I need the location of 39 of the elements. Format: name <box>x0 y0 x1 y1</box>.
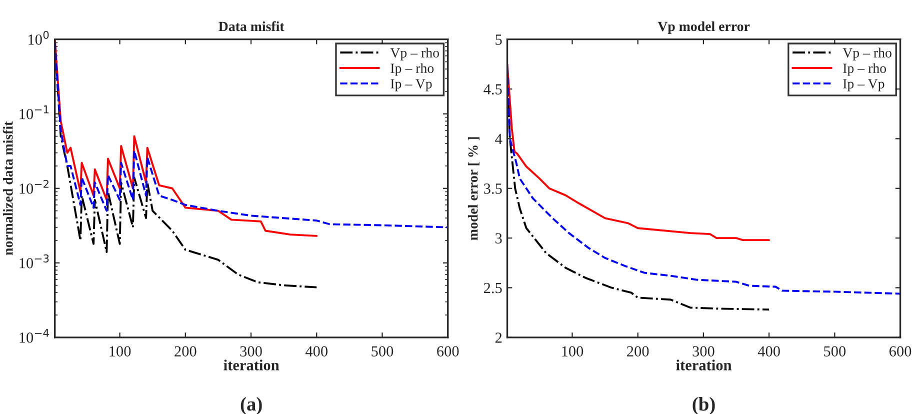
y-tick-label: 4.5 <box>484 84 502 95</box>
x-tick-label: 300 <box>240 346 262 356</box>
y-tick-label: 10$^{−1}$ <box>20 105 49 120</box>
legend-label: Ip – rho <box>390 63 434 76</box>
x-tick-label: 100 <box>110 346 131 356</box>
line-series <box>54 42 448 228</box>
y-tick-label: 10$^{−4}$ <box>20 328 49 343</box>
chart-title: Vp model error <box>658 21 750 34</box>
y-axis-title: normalized data misfit <box>2 121 13 256</box>
legend-label: Ip – rho <box>843 63 886 76</box>
line-series <box>507 63 770 242</box>
y-axis-title: model error [ % ] <box>468 137 480 240</box>
x-tick-label: 400 <box>305 346 328 356</box>
x-tick-label: 500 <box>372 346 394 356</box>
x-axis-title: iteration <box>676 360 732 370</box>
x-tick-label: 600 <box>437 346 459 356</box>
legend-label: Vp – rho <box>842 48 892 60</box>
y-tick-label: 3.5 <box>484 184 502 194</box>
x-tick-label: 600 <box>889 346 912 356</box>
x-tick-label: 200 <box>627 346 649 356</box>
x-tick-label: 400 <box>758 346 780 356</box>
y-tick-label: 5 <box>496 34 502 45</box>
y-tick-label: 4 <box>495 134 502 144</box>
line-series <box>54 39 318 237</box>
y-tick-label: 3 <box>496 233 502 244</box>
x-axis-title: iteration <box>224 360 280 370</box>
x-tick-label: 300 <box>692 346 714 356</box>
x-tick-label: 200 <box>174 346 196 356</box>
legend-label: Ip – Vp <box>843 79 884 92</box>
y-tick-label: 2.5 <box>484 282 502 294</box>
legend-label: Ip – Vp <box>390 79 432 92</box>
legend-label: Vp – rho <box>390 48 439 60</box>
x-tick-label: 100 <box>562 346 584 356</box>
chart-title: Data misfit <box>218 21 284 32</box>
y-tick-label: 10$^{−2}$ <box>20 180 48 194</box>
y-tick-label: 10$^{−3}$ <box>20 254 49 268</box>
x-tick-label: 500 <box>824 346 846 356</box>
y-tick-label: 10$^{0}$ <box>28 30 49 45</box>
y-tick-label: 2 <box>495 332 502 343</box>
